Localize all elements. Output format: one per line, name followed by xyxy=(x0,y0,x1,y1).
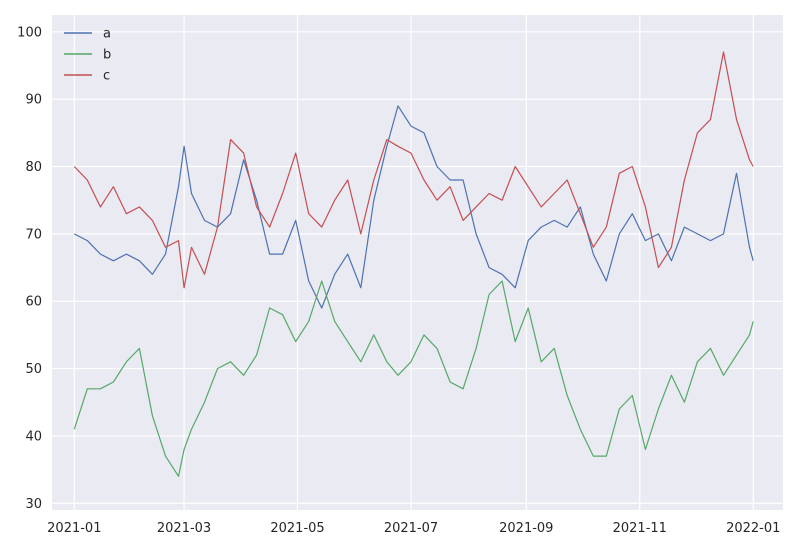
x-tick-label: 2021-05 xyxy=(270,521,324,536)
y-tick-label: 50 xyxy=(25,362,42,377)
y-tick-label: 60 xyxy=(25,295,42,310)
x-axis-ticks: 2021-01 2021-03 2021-05 2021-07 2021-09 2021-… xyxy=(47,521,780,536)
y-tick-label: 100 xyxy=(17,25,42,40)
series-line-a xyxy=(74,105,754,309)
x-tick-label: 2021-09 xyxy=(499,521,553,536)
series-line-b xyxy=(73,280,754,477)
grid xyxy=(52,15,783,510)
x-tick-label: 2021-11 xyxy=(613,521,667,536)
legend-label: b xyxy=(103,48,111,63)
x-tick-label: 2021-03 xyxy=(157,521,211,536)
y-tick-label: 80 xyxy=(25,160,42,175)
legend-label: a xyxy=(103,27,111,42)
y-tick-label: 70 xyxy=(25,227,42,242)
y-tick-label: 90 xyxy=(25,93,42,108)
y-tick-label: 30 xyxy=(25,497,42,512)
x-tick-label: 2021-01 xyxy=(47,521,101,536)
series-line-c xyxy=(73,51,754,289)
y-axis-ticks: 30 40 50 60 70 80 90 100 xyxy=(17,25,42,511)
legend-label: c xyxy=(103,69,110,84)
legend: abc xyxy=(64,27,111,84)
x-tick-label: 2022-01 xyxy=(726,521,780,536)
x-tick-label: 2021-07 xyxy=(384,521,438,536)
y-tick-label: 40 xyxy=(25,429,42,444)
series-layer xyxy=(73,51,754,477)
